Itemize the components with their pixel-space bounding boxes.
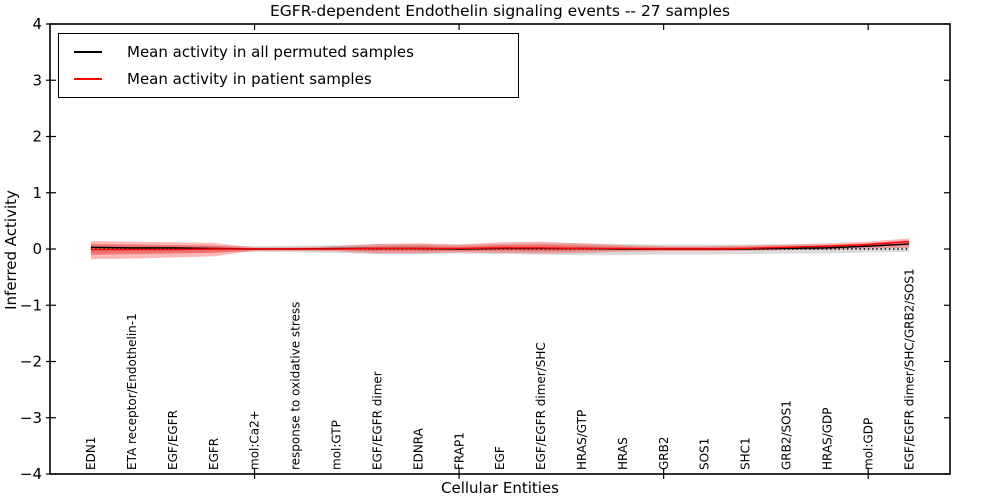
legend-item-patient: Mean activity in patient samples bbox=[74, 70, 518, 88]
band-permuted-spread bbox=[90, 243, 910, 256]
y-tick-label: 1 bbox=[32, 184, 42, 202]
entity-label: mol:GDP bbox=[861, 418, 875, 470]
entity-label: mol:Ca2+ bbox=[248, 410, 262, 470]
x-axis-label: Cellular Entities bbox=[441, 479, 559, 497]
entity-label: EGF/EGFR dimer/SHC bbox=[534, 342, 548, 470]
entity-label: EGFR bbox=[207, 438, 221, 470]
entity-label: ETA receptor/Endothelin-1 bbox=[125, 313, 139, 470]
entity-label: EDNRA bbox=[411, 427, 425, 470]
legend-label-permuted: Mean activity in all permuted samples bbox=[127, 43, 414, 61]
entity-label: FRAP1 bbox=[452, 432, 466, 470]
entity-label: HRAS bbox=[616, 437, 630, 470]
y-tick-label: −1 bbox=[20, 296, 42, 314]
y-tick-label: −3 bbox=[20, 409, 42, 427]
legend-item-permuted: Mean activity in all permuted samples bbox=[74, 43, 518, 61]
entity-label: HRAS/GTP bbox=[575, 410, 589, 470]
y-tick-label: 3 bbox=[32, 71, 42, 89]
entity-label: EGF/EGFR dimer bbox=[370, 371, 384, 470]
legend-label-patient: Mean activity in patient samples bbox=[127, 70, 372, 88]
patient-line-swatch bbox=[74, 78, 102, 80]
entity-label: HRAS/GDP bbox=[820, 407, 834, 470]
permuted-line-swatch bbox=[74, 51, 102, 53]
legend: Mean activity in all permuted samples Me… bbox=[58, 33, 519, 98]
entity-label: GRB2 bbox=[657, 436, 671, 470]
entity-label: response to oxidative stress bbox=[289, 302, 303, 470]
entity-label: SHC1 bbox=[739, 437, 753, 470]
y-tick-label: 0 bbox=[32, 240, 42, 258]
entity-label: mol:GTP bbox=[330, 420, 344, 470]
y-axis-label: Inferred Activity bbox=[2, 190, 20, 310]
chart-title: EGFR-dependent Endothelin signaling even… bbox=[269, 2, 731, 20]
entity-label: GRB2/SOS1 bbox=[780, 400, 794, 470]
y-tick-label: 2 bbox=[32, 128, 42, 146]
entity-label: EDN1 bbox=[84, 437, 98, 470]
y-tick-label: −4 bbox=[20, 465, 42, 483]
patient-mean-line bbox=[90, 240, 910, 251]
entity-label: EGF/EGFR dimer/SHC/GRB2/SOS1 bbox=[902, 268, 916, 470]
entity-label: EGF bbox=[493, 446, 507, 470]
entity-label: EGF/EGFR bbox=[166, 410, 180, 470]
y-tick-label: 4 bbox=[32, 15, 42, 33]
y-tick-label: −2 bbox=[20, 353, 42, 371]
entity-label: SOS1 bbox=[698, 438, 712, 470]
